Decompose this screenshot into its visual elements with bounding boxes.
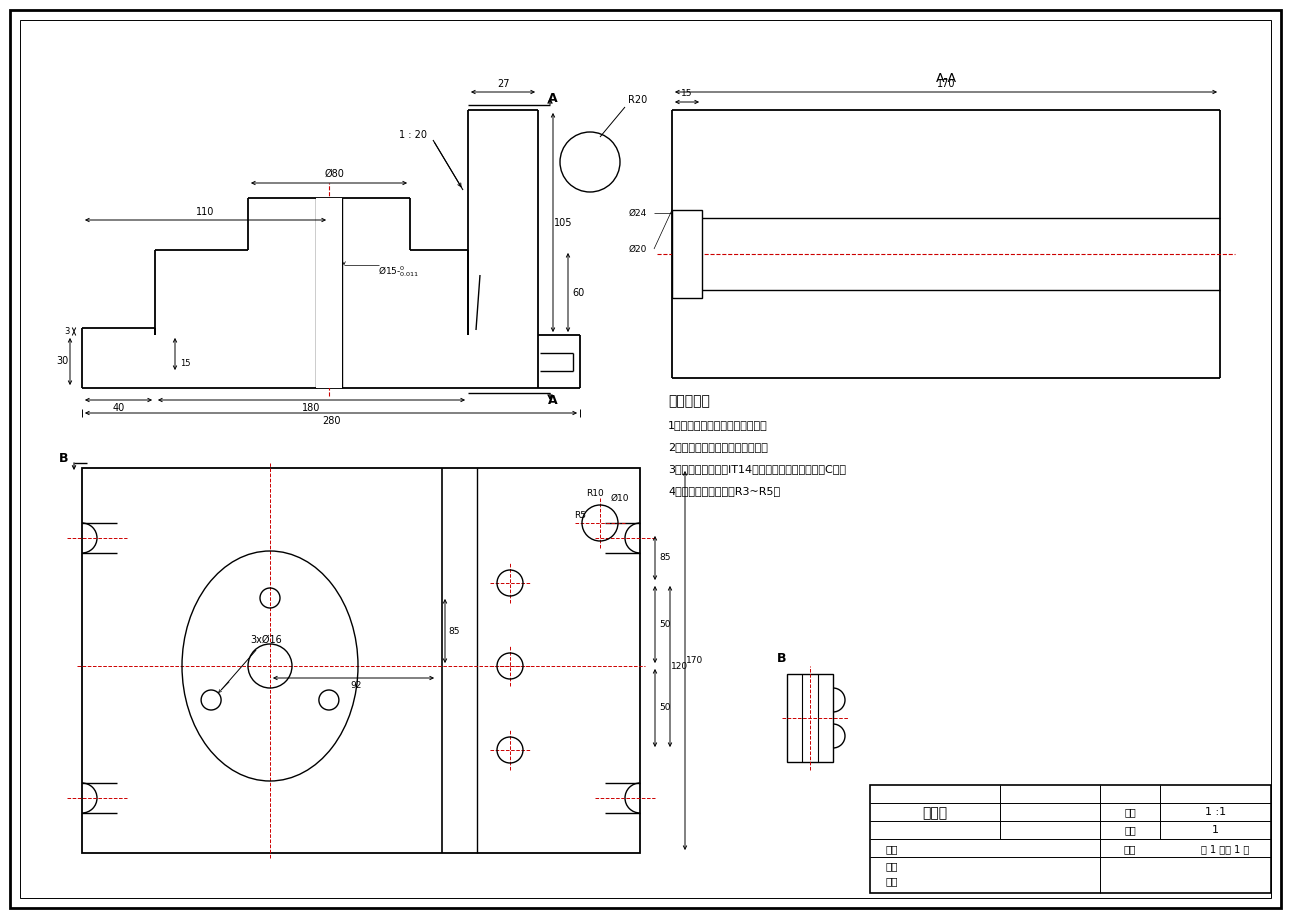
Text: 50: 50 bbox=[660, 620, 671, 629]
Polygon shape bbox=[469, 110, 538, 335]
Text: 85: 85 bbox=[660, 554, 671, 563]
Text: 共 1 张第 1 张: 共 1 张第 1 张 bbox=[1202, 844, 1250, 854]
Polygon shape bbox=[673, 110, 1220, 218]
Text: 4、未注铸造圆角半径R3~R5。: 4、未注铸造圆角半径R3~R5。 bbox=[667, 486, 780, 496]
Text: 30: 30 bbox=[56, 356, 68, 366]
Text: 比例: 比例 bbox=[1124, 807, 1136, 817]
Text: 指导: 指导 bbox=[886, 861, 897, 871]
Text: A-A: A-A bbox=[936, 72, 957, 84]
Text: 92: 92 bbox=[350, 681, 361, 690]
Text: 110: 110 bbox=[196, 207, 214, 217]
Polygon shape bbox=[83, 335, 580, 388]
Polygon shape bbox=[342, 250, 469, 335]
Text: A: A bbox=[549, 92, 558, 105]
Text: 105: 105 bbox=[554, 218, 572, 228]
Text: 1 : 20: 1 : 20 bbox=[399, 130, 427, 140]
Text: 280: 280 bbox=[321, 416, 341, 426]
Polygon shape bbox=[673, 210, 702, 218]
Text: 3xØ16: 3xØ16 bbox=[250, 635, 281, 645]
Text: 40: 40 bbox=[112, 403, 125, 413]
Text: 设计: 设计 bbox=[886, 844, 897, 854]
Text: Ø15-$^0_{0.011}$: Ø15-$^0_{0.011}$ bbox=[378, 264, 420, 279]
Polygon shape bbox=[342, 198, 411, 250]
Text: 1 :1: 1 :1 bbox=[1205, 807, 1226, 817]
Bar bbox=[83, 468, 640, 853]
Text: 50: 50 bbox=[660, 703, 671, 712]
Text: 15: 15 bbox=[179, 359, 190, 368]
Text: R20: R20 bbox=[629, 95, 648, 105]
Text: 件数: 件数 bbox=[1124, 825, 1136, 835]
Text: 180: 180 bbox=[302, 403, 320, 413]
Text: Ø80: Ø80 bbox=[324, 169, 343, 179]
Text: 重量: 重量 bbox=[1123, 844, 1136, 854]
Polygon shape bbox=[155, 250, 316, 335]
Polygon shape bbox=[248, 198, 316, 250]
Text: 3: 3 bbox=[65, 327, 70, 336]
Polygon shape bbox=[83, 328, 155, 335]
Text: 2、装配前所有零件用柴油清洗；: 2、装配前所有零件用柴油清洗； bbox=[667, 442, 768, 452]
Text: A: A bbox=[549, 394, 558, 407]
Text: 技术要求：: 技术要求： bbox=[667, 394, 710, 408]
Text: R5: R5 bbox=[574, 510, 586, 520]
Text: 170: 170 bbox=[687, 656, 704, 665]
Text: 夹具体: 夹具体 bbox=[923, 806, 948, 820]
Text: 3、未注尺寸公差按IT14标注，未注明形位公差按C级；: 3、未注尺寸公差按IT14标注，未注明形位公差按C级； bbox=[667, 464, 846, 474]
Text: 审核: 审核 bbox=[886, 876, 897, 886]
Text: B: B bbox=[59, 452, 68, 465]
Text: 85: 85 bbox=[448, 628, 460, 636]
Bar bbox=[870, 785, 1272, 893]
Text: B: B bbox=[777, 653, 786, 666]
Bar bbox=[316, 198, 342, 388]
Text: 15: 15 bbox=[682, 89, 693, 98]
Polygon shape bbox=[673, 290, 702, 298]
Text: 27: 27 bbox=[497, 79, 509, 89]
Text: 120: 120 bbox=[671, 662, 688, 671]
Text: 60: 60 bbox=[572, 287, 584, 297]
Polygon shape bbox=[673, 290, 1220, 378]
Bar bbox=[673, 210, 702, 298]
Text: Ø20: Ø20 bbox=[629, 244, 647, 253]
Text: Ø24: Ø24 bbox=[629, 208, 647, 218]
Text: 170: 170 bbox=[937, 79, 955, 89]
Text: R10: R10 bbox=[586, 488, 604, 498]
Text: Ø10: Ø10 bbox=[611, 494, 629, 502]
Text: 1、铸件不得有明显的铸造缺陷；: 1、铸件不得有明显的铸造缺陷； bbox=[667, 420, 768, 430]
Text: 1: 1 bbox=[1212, 825, 1219, 835]
Bar bbox=[788, 674, 833, 762]
